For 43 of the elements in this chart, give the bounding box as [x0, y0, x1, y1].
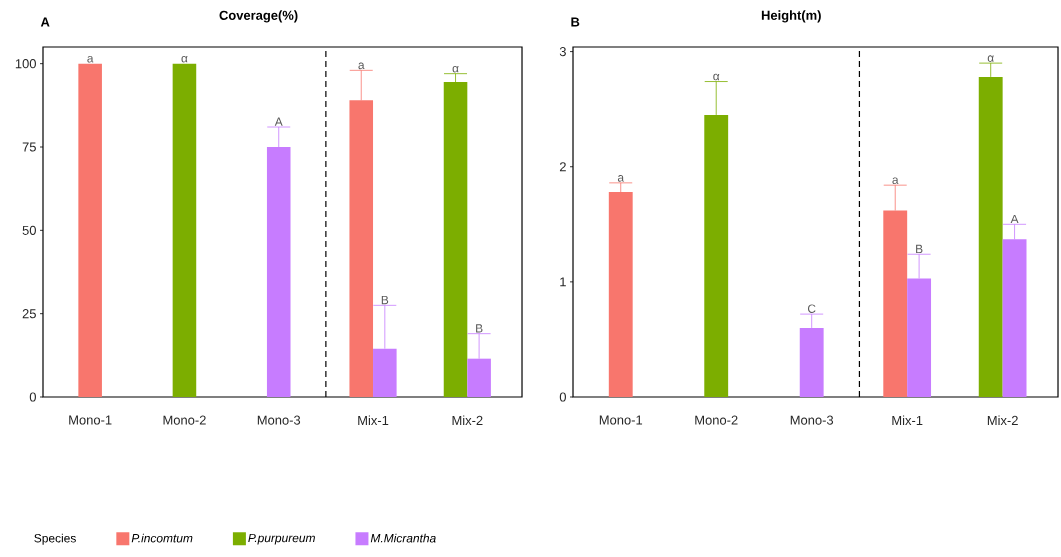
y-tick-label: 1: [560, 277, 566, 287]
x-tick-label: Mix-1: [358, 415, 389, 425]
text: A: [40, 17, 50, 27]
annotation: B: [916, 244, 923, 254]
chart-title: Coverage(%): [219, 10, 298, 23]
annotation: A: [274, 117, 283, 126]
y-tick-label: 2: [559, 162, 566, 172]
annotation: α: [713, 73, 720, 81]
x-tick-label: Mono-1: [69, 415, 112, 425]
x-tick-label: Mix-2: [987, 415, 1018, 425]
x-tick-label: Mix-2: [452, 415, 483, 425]
x-tick-label: Mix-1: [892, 415, 923, 425]
annotation: a: [617, 175, 625, 182]
annotation: α: [452, 65, 459, 73]
text: B: [571, 17, 580, 27]
y-tick-label: 100: [15, 59, 36, 69]
legend-title: Species: [34, 533, 76, 545]
x-tick-label: Mono-2: [163, 415, 206, 425]
legend-label: M.Micrantha: [370, 533, 436, 543]
y-tick-label: 0: [559, 392, 566, 402]
legend-label: P.incomtum: [131, 533, 193, 543]
legend-label: P.purpureum: [248, 533, 315, 545]
bar: [172, 63, 197, 398]
bar: [78, 63, 102, 398]
annotation: A: [1010, 214, 1019, 224]
y-tick-label: 75: [22, 142, 36, 152]
annotation: α: [987, 55, 994, 62]
annotation: a: [358, 62, 365, 70]
x-tick-label: Mono-3: [257, 415, 301, 425]
annotation: a: [87, 55, 94, 63]
x-tick-label: Mono-3: [790, 415, 834, 425]
annotation: B: [476, 324, 483, 333]
annotation: a: [892, 177, 899, 184]
y-tick-label: 50: [22, 225, 36, 235]
chart-title: Height(m): [761, 10, 821, 23]
y-tick-label: 25: [22, 309, 36, 319]
x-tick-label: Mono-2: [695, 415, 738, 425]
y-tick-label: 0: [29, 392, 36, 402]
x-tick-label: Mono-1: [599, 415, 643, 425]
annotation: B: [381, 295, 389, 305]
y-tick-label: 3: [559, 47, 566, 57]
annotation: C: [807, 304, 816, 313]
annotation: α: [181, 55, 188, 63]
